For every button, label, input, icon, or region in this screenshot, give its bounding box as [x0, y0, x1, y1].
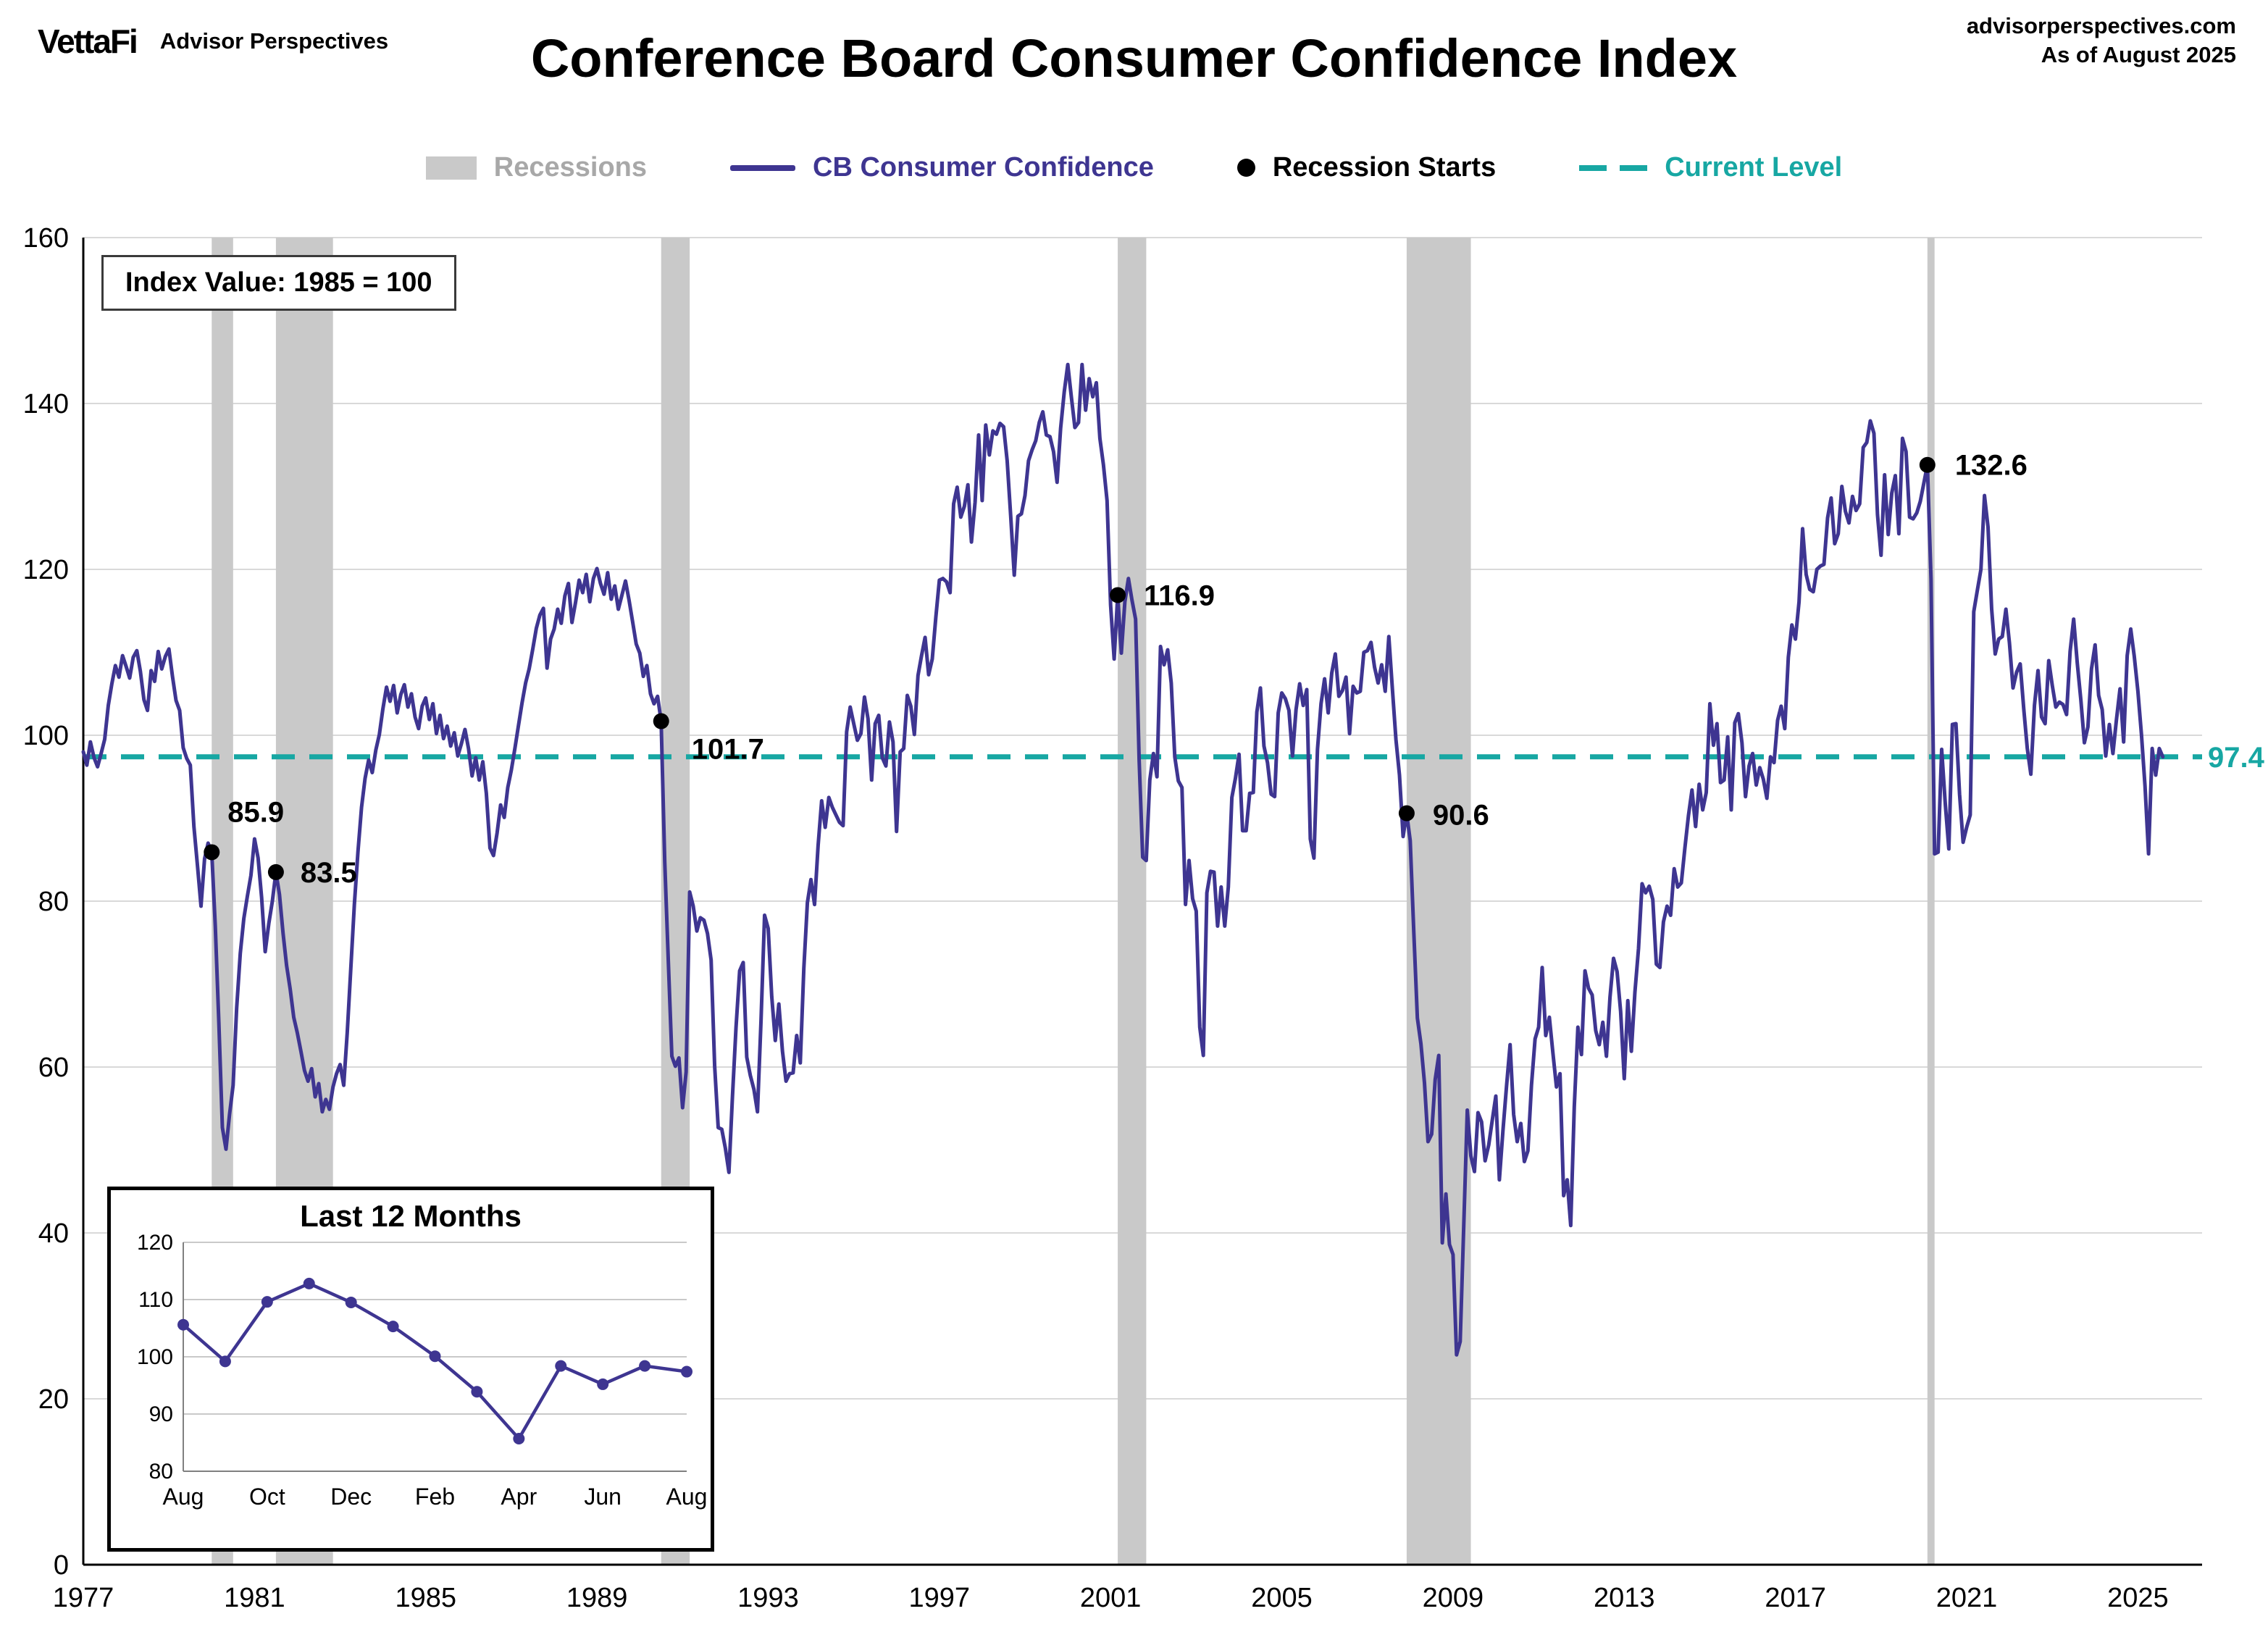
- inset-x-label: Dec: [330, 1484, 372, 1510]
- annotation-label: 83.5: [301, 857, 357, 889]
- x-axis-label: 2017: [1765, 1583, 1826, 1613]
- inset-dot: [219, 1355, 231, 1368]
- y-axis-label: 80: [38, 887, 69, 917]
- y-axis-label: 160: [23, 223, 69, 254]
- recession-start-dot: [267, 863, 284, 880]
- current-label: Current Level: [1665, 152, 1843, 183]
- inset-dot: [429, 1350, 441, 1363]
- inset-dot: [597, 1378, 609, 1390]
- annotation-label: 116.9: [1144, 580, 1215, 611]
- series-label: CB Consumer Confidence: [813, 152, 1154, 183]
- brand-subtitle: Advisor Perspectives: [159, 28, 389, 54]
- y-axis-label: 120: [23, 555, 69, 585]
- inset-x-label: Feb: [415, 1484, 455, 1510]
- inset-dot: [387, 1321, 399, 1333]
- recession-start-dot: [1398, 805, 1415, 821]
- legend-item-recessions: Recessions: [425, 152, 648, 183]
- recession-band: [1927, 238, 1935, 1565]
- inset-dot: [177, 1318, 189, 1331]
- source-url: advisorperspectives.com: [1966, 13, 2236, 38]
- inset-dot: [471, 1386, 483, 1398]
- annotation-label: 85.9: [227, 796, 284, 828]
- y-axis-label: 40: [38, 1218, 69, 1249]
- inset-y-label: 120: [137, 1232, 173, 1255]
- vettafi-logo: VettaFi: [38, 22, 138, 60]
- x-axis-label: 1993: [737, 1583, 799, 1613]
- x-axis-label: 1977: [53, 1583, 114, 1613]
- y-axis-label: 60: [38, 1053, 69, 1083]
- dot-swatch: [1236, 159, 1255, 177]
- inset-title: Last 12 Months: [300, 1199, 522, 1233]
- legend-item-current-level: Current Level: [1579, 152, 1842, 183]
- x-axis-label: 2021: [1936, 1583, 1998, 1613]
- inset-dot: [555, 1360, 567, 1372]
- confidence-line: [81, 362, 2165, 1357]
- series-swatch: [730, 164, 796, 171]
- inset-x-label: Oct: [249, 1484, 285, 1510]
- index-note: Index Value: 1985 = 100: [101, 255, 456, 311]
- recession-start-dot: [1919, 456, 1936, 473]
- inset-dot: [345, 1296, 357, 1308]
- inset-x-label: Jun: [584, 1484, 622, 1510]
- recession-start-dot: [653, 713, 669, 729]
- source-attribution: advisorperspectives.com As of August 202…: [1967, 12, 2236, 70]
- y-axis-label: 100: [23, 721, 69, 751]
- inset-chart: 80 90 100 110 120 Aug Oct Dec Feb Apr Jun Aug: [137, 1232, 708, 1510]
- inset-dot: [261, 1296, 273, 1308]
- starts-label: Recession Starts: [1272, 152, 1497, 183]
- chart-title: Conference Board Consumer Confidence Ind…: [530, 28, 1738, 88]
- annotation-label: 101.7: [692, 734, 764, 766]
- recession-band: [1118, 238, 1147, 1565]
- brand: VettaFi Advisor Perspectives: [38, 22, 388, 61]
- inset-dot: [303, 1277, 315, 1289]
- inset-y-label: 80: [149, 1460, 173, 1484]
- x-axis-label: 2025: [2107, 1583, 2169, 1613]
- annotation-label: 90.6: [1433, 800, 1489, 832]
- x-axis-label: 1981: [224, 1583, 285, 1613]
- x-axis-label: 1997: [909, 1583, 971, 1613]
- inset-x-label: Apr: [501, 1484, 537, 1510]
- legend: Recessions CB Consumer Confidence Recess…: [0, 152, 2268, 183]
- y-axis-label: 140: [23, 389, 69, 419]
- inset-panel: Last 12 Months 80 90 100 110 120 Aug Oct Dec Feb…: [107, 1187, 714, 1552]
- legend-item-series: CB Consumer Confidence: [730, 152, 1154, 183]
- x-axis-label: 1985: [395, 1583, 456, 1613]
- inset-y-label: 90: [149, 1402, 173, 1426]
- inset-dot: [639, 1360, 651, 1372]
- inset-dot: [681, 1365, 692, 1378]
- legend-item-recession-starts: Recession Starts: [1236, 152, 1497, 183]
- x-axis-label: 2001: [1080, 1583, 1142, 1613]
- x-axis-label: 1989: [566, 1583, 628, 1613]
- y-axis-label: 0: [54, 1550, 69, 1581]
- inset-y-label: 100: [137, 1345, 173, 1369]
- inset-x-label: Aug: [163, 1484, 204, 1510]
- x-axis-label: 2013: [1594, 1583, 1655, 1613]
- dash-segment: [1620, 164, 1648, 171]
- recession-start-dot: [204, 844, 220, 861]
- x-axis-label: 2005: [1251, 1583, 1313, 1613]
- recessions-swatch: [425, 156, 477, 180]
- y-axis-label: 20: [38, 1384, 69, 1415]
- current-level-label: 97.4: [2208, 742, 2265, 774]
- dash-segment: [1579, 164, 1607, 171]
- annotation-label: 132.6: [1955, 450, 2028, 482]
- inset-dot: [513, 1432, 525, 1444]
- recession-start-dot: [1110, 587, 1126, 603]
- as-of-date: As of August 2025: [2041, 42, 2236, 68]
- inset-x-label: Aug: [666, 1484, 708, 1510]
- current-level-swatch: [1579, 164, 1648, 171]
- recession-band: [1406, 238, 1471, 1565]
- x-axis-label: 2009: [1423, 1583, 1484, 1613]
- recessions-label: Recessions: [493, 152, 648, 183]
- inset-y-label: 110: [138, 1288, 173, 1312]
